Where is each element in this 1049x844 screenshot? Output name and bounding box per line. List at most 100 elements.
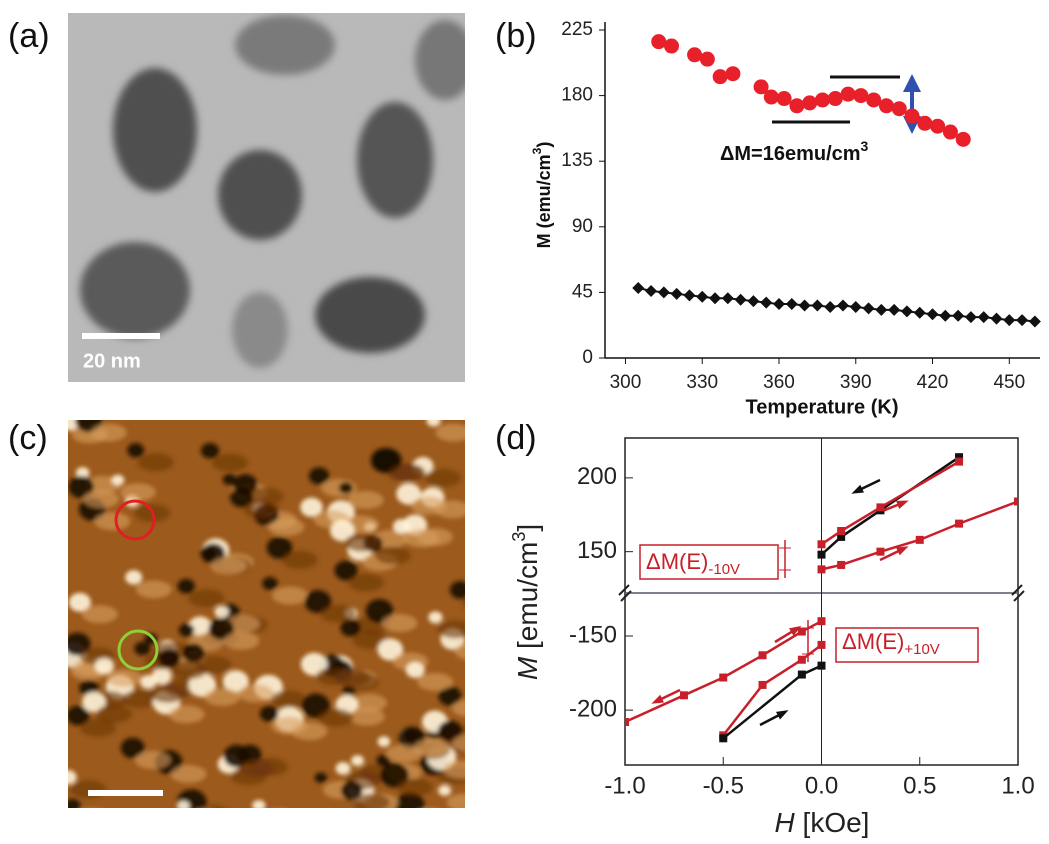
afm-patch — [94, 512, 130, 530]
afm-patch — [316, 667, 352, 685]
afm-patch — [462, 593, 498, 611]
series — [818, 453, 964, 558]
afm-patch — [354, 794, 390, 812]
data-point — [991, 313, 1003, 325]
x-tick-label: -1.0 — [604, 772, 645, 799]
data-point — [841, 87, 856, 102]
x-tick-label: 300 — [610, 372, 642, 393]
afm-patch — [397, 778, 433, 796]
data-point — [798, 628, 806, 636]
afm-spot — [134, 642, 150, 656]
data-point — [683, 289, 695, 301]
afm-spot — [111, 475, 124, 486]
data-point — [850, 301, 862, 313]
scale-bar-label: 20 nm — [83, 350, 141, 372]
data-point — [777, 91, 792, 106]
data-point — [1003, 314, 1015, 326]
data-point — [802, 95, 817, 110]
data-point — [892, 101, 907, 116]
data-point — [888, 304, 900, 316]
afm-patch — [212, 454, 248, 472]
afm-spot — [125, 570, 142, 585]
y-tick-label: 180 — [561, 85, 593, 106]
arrow-head — [651, 695, 664, 704]
afm-spot — [426, 414, 440, 426]
label-sup: 3 — [509, 532, 529, 542]
data-point — [671, 288, 683, 300]
data-point — [700, 52, 715, 67]
data-point — [853, 88, 868, 103]
afm-spot — [95, 658, 114, 674]
data-point — [901, 305, 913, 317]
afm-patch — [136, 580, 172, 598]
label-part: M (emu/cm — [534, 154, 554, 248]
data-point — [978, 311, 990, 323]
data-point — [722, 292, 734, 304]
data-point — [747, 295, 759, 307]
data-point — [815, 92, 830, 107]
afm-patch — [270, 690, 306, 708]
data-point — [713, 69, 728, 84]
afm-spot — [339, 482, 353, 494]
y-tick-label: -200 — [569, 695, 617, 722]
y-tick-label: 45 — [572, 281, 593, 302]
data-point — [916, 536, 924, 544]
afm-patch — [455, 642, 491, 660]
afm-patch — [268, 518, 304, 536]
afm-spot — [262, 577, 277, 590]
afm-patch — [417, 673, 453, 691]
afm-spot — [127, 443, 144, 457]
x-axis-label: Temperature (K) — [746, 396, 899, 418]
data-point — [955, 458, 963, 466]
afm-patch — [348, 574, 384, 592]
data-point — [818, 617, 826, 625]
data-line — [723, 666, 821, 739]
afm-spot — [351, 755, 364, 766]
data-line — [822, 501, 1019, 569]
afm-spot — [252, 800, 265, 811]
data-point — [680, 691, 688, 699]
afm-spot — [378, 736, 391, 747]
annotation-sub: -10V — [708, 561, 740, 578]
afm-patch — [320, 605, 356, 623]
afm-patch — [437, 620, 473, 638]
afm-spot — [428, 611, 442, 623]
afm-patch — [75, 808, 111, 826]
data-point — [876, 548, 884, 556]
afm-patch — [436, 424, 472, 442]
afm-spot — [336, 762, 351, 775]
x-tick-label: 330 — [686, 372, 718, 393]
panel-label: (d) — [495, 419, 537, 457]
data-point — [719, 674, 727, 682]
afm-patch — [82, 605, 118, 623]
afm-patch — [404, 529, 440, 547]
afm-patch — [425, 469, 461, 487]
data-point — [709, 292, 721, 304]
annotation-sub: +10V — [904, 641, 939, 658]
data-point — [956, 132, 971, 147]
afm-patch — [194, 805, 230, 823]
data-point — [798, 671, 806, 679]
y-axis-label: M (emu/cm3) — [530, 142, 554, 249]
data-point — [811, 300, 823, 312]
y-tick-label: 135 — [561, 150, 593, 171]
afm-spot — [201, 443, 219, 458]
panel-label: (a) — [8, 17, 50, 55]
y-tick-label: 200 — [577, 463, 617, 490]
annotation-text: ΔM(E) — [842, 629, 904, 654]
afm-patch — [91, 424, 127, 442]
data-point — [632, 282, 644, 294]
annotation: ΔM=16emu/cm3 — [720, 138, 869, 166]
afm-spot — [406, 662, 425, 678]
afm-patch — [169, 705, 205, 723]
afm-spot — [215, 606, 229, 618]
afm-patch — [96, 705, 132, 723]
data-point — [955, 520, 963, 528]
data-point — [759, 651, 767, 659]
data-point — [664, 39, 679, 54]
data-point — [875, 304, 887, 316]
afm-patch — [344, 534, 380, 552]
afm-spot — [260, 706, 279, 722]
label-part: [kOe] — [795, 807, 870, 838]
data-point — [645, 285, 657, 297]
